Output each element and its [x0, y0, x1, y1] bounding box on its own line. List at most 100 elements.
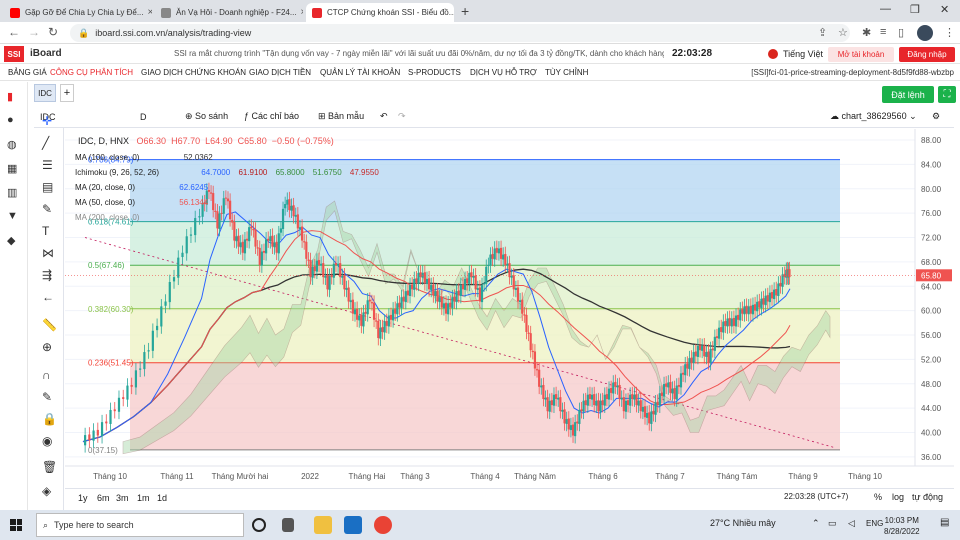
browser-tab[interactable]: Ăn Vạ Hôi - Doanh nghiệp - F24... × — [155, 3, 303, 22]
volume-icon[interactable]: ◁ — [848, 518, 855, 528]
maximize-icon[interactable]: ❐ — [910, 4, 920, 16]
lock-icon[interactable]: 🔒 — [42, 412, 57, 426]
settings-icon[interactable]: ⚙ — [932, 111, 941, 121]
interval-select[interactable]: D — [140, 112, 147, 122]
url-field[interactable]: 🔒 iboard.ssi.com.vn/analysis/trading-vie… — [70, 24, 850, 42]
statistics-icon[interactable]: ▥ — [7, 187, 18, 199]
sidepanel-icon[interactable]: ▯ — [898, 27, 905, 39]
info-icon[interactable]: ● — [7, 114, 14, 126]
cortana-icon[interactable] — [252, 518, 266, 532]
more-icon[interactable]: ⋮ — [944, 27, 955, 39]
prediction-icon[interactable]: ⇶ — [42, 268, 53, 282]
pattern-icon[interactable]: ⋈ — [42, 246, 54, 260]
crosshair-icon[interactable]: ✛ — [42, 114, 53, 128]
notification-icon[interactable]: ▤ — [940, 517, 950, 528]
back-arrow-icon[interactable]: ← — [42, 290, 54, 304]
indicators-button[interactable]: ƒ Các chỉ báo — [244, 111, 299, 121]
close-icon[interactable]: × — [147, 7, 152, 18]
tray-up-icon[interactable]: ⌃ — [812, 518, 820, 528]
new-tab-button[interactable]: + — [461, 3, 470, 19]
menu-item-support[interactable]: DỊCH VỤ HỖ TRỢ — [470, 68, 537, 77]
extensions-icon[interactable]: ✱ — [862, 27, 872, 39]
taskbar-clock[interactable]: 10:03 PM 8/28/2022 — [884, 515, 920, 537]
legend-ma200[interactable]: MA (200, close, 0) — [75, 213, 139, 222]
lock-icon: 🔒 — [78, 27, 90, 38]
menu-item-analysis-tools[interactable]: CÔNG CỤ PHÂN TÍCH — [50, 68, 133, 77]
ssi-logo[interactable]: SSI — [4, 46, 24, 62]
legend-ma100[interactable]: MA (100, close, 0) 52.0362 — [75, 153, 213, 162]
minimize-icon[interactable]: — — [880, 3, 891, 15]
open-account-button[interactable]: Mở tài khoản — [828, 47, 894, 62]
menu-item-securities-trading[interactable]: GIAO DỊCH CHỨNG KHOÁN — [141, 68, 247, 77]
browser-tab-active[interactable]: CTCP Chứng khoán SSI - Biểu đồ... × — [306, 3, 454, 22]
browser-tab-bar: Gặp Gỡ Để Chia Ly Chia Ly Để... × Ăn Vạ … — [0, 0, 960, 22]
template-button[interactable]: ⊞ Bản mẫu — [318, 111, 364, 122]
range-1y[interactable]: 1y — [78, 493, 88, 503]
windows-start-icon[interactable] — [10, 519, 22, 531]
menu-item-cash-trading[interactable]: GIAO DỊCH TIỀN — [249, 68, 312, 77]
percent-toggle[interactable]: % — [874, 492, 883, 502]
zoom-icon[interactable]: ⊕ — [42, 340, 53, 354]
magnet-icon[interactable]: ∩ — [42, 368, 51, 382]
share-icon[interactable]: ⇪ — [818, 27, 828, 39]
expand-icon[interactable]: ⛶ — [938, 86, 956, 103]
chrome-icon[interactable] — [374, 516, 392, 534]
menu-item-account-management[interactable]: QUẢN LÝ TÀI KHOẢN — [320, 68, 401, 77]
tab-idc[interactable]: IDC — [34, 84, 56, 102]
reload-icon[interactable]: ↻ — [48, 25, 59, 39]
chart-bar-icon[interactable]: ▮ — [7, 91, 14, 103]
menu-item-customize[interactable]: TÙY CHỈNH — [545, 68, 589, 77]
eye-icon[interactable]: ◉ — [42, 434, 53, 448]
range-1d[interactable]: 1d — [157, 493, 168, 503]
file-explorer-icon[interactable] — [314, 516, 332, 534]
add-tab-button[interactable]: + — [60, 84, 74, 102]
lock-drawing-icon[interactable]: ✎ — [42, 390, 53, 404]
text-icon[interactable]: T — [42, 224, 50, 238]
legend-ma20[interactable]: MA (20, close, 0) 62.6245 — [75, 183, 208, 192]
forward-icon[interactable]: → — [28, 25, 40, 39]
filter-icon[interactable]: ▼ — [7, 210, 18, 222]
star-icon[interactable]: ☆ — [838, 27, 848, 39]
undo-icon[interactable]: ↶ — [380, 111, 388, 121]
symbol-search[interactable]: IDC — [40, 112, 56, 122]
analytics-icon[interactable]: ▦ — [7, 163, 18, 175]
network-icon[interactable]: ▭ — [828, 518, 837, 528]
redo-icon[interactable]: ↷ — [398, 111, 406, 121]
range-3m[interactable]: 3m — [116, 493, 129, 503]
input-language[interactable]: ENG — [866, 519, 884, 528]
legend-ichimoku[interactable]: Ichimoku (9, 26, 52, 26) 64.7000 61.9100… — [75, 168, 379, 177]
menu-item-price-board[interactable]: BẢNG GIÁ — [8, 68, 47, 77]
avatar[interactable] — [917, 25, 933, 41]
ruler-icon[interactable]: 📏 — [42, 318, 57, 332]
legend-ma50[interactable]: MA (50, close, 0) 56.1344 — [75, 198, 208, 207]
range-1m[interactable]: 1m — [137, 493, 150, 503]
place-order-button[interactable]: Đặt lệnh — [882, 86, 934, 103]
menu-item-s-products[interactable]: S-PRODUCTS — [408, 68, 461, 77]
weather-widget[interactable]: 27°C Nhiều mây — [710, 518, 776, 528]
auto-toggle[interactable]: tự động — [912, 492, 944, 502]
range-6m[interactable]: 6m — [97, 493, 110, 503]
brush-icon[interactable]: ✎ — [42, 202, 53, 216]
price-chart[interactable]: 0.786(84.79) 0.618(74.61) 0.5(67.46) 0.382(… — [65, 129, 954, 488]
trash-icon[interactable]: 🗑 — [42, 460, 58, 474]
browser-tab[interactable]: Gặp Gỡ Để Chia Ly Chia Ly Để... × — [4, 3, 152, 22]
log-toggle[interactable]: log — [892, 492, 905, 502]
globe-icon[interactable]: ◍ — [7, 139, 17, 151]
news-ticker[interactable]: SSI ra mắt chương trình "Tận dụng vốn va… — [174, 49, 664, 58]
close-window-icon[interactable]: ✕ — [940, 4, 950, 16]
fib-icon[interactable]: ▤ — [42, 180, 54, 194]
login-button[interactable]: Đăng nhập — [899, 47, 955, 62]
back-icon[interactable]: ← — [8, 25, 20, 39]
horizontal-lines-icon[interactable]: ☰ — [42, 158, 53, 172]
language-select[interactable]: Tiếng Việt — [783, 49, 824, 59]
menu-list-icon[interactable]: ≡ — [880, 26, 887, 38]
taskbar-search-input[interactable]: ⌕ Type here to search — [36, 513, 244, 537]
close-icon[interactable]: × — [297, 7, 303, 18]
trendline-icon[interactable]: ╱ — [42, 136, 50, 150]
chart-name-button[interactable]: ☁ chart_38629560 ⌄ — [830, 111, 917, 122]
mail-icon[interactable] — [344, 516, 362, 534]
layers-icon[interactable]: ◈ — [42, 484, 52, 498]
tag-icon[interactable]: ◆ — [7, 235, 16, 247]
task-view-icon[interactable] — [282, 518, 294, 532]
compare-button[interactable]: ⊕ So sánh — [185, 111, 228, 122]
